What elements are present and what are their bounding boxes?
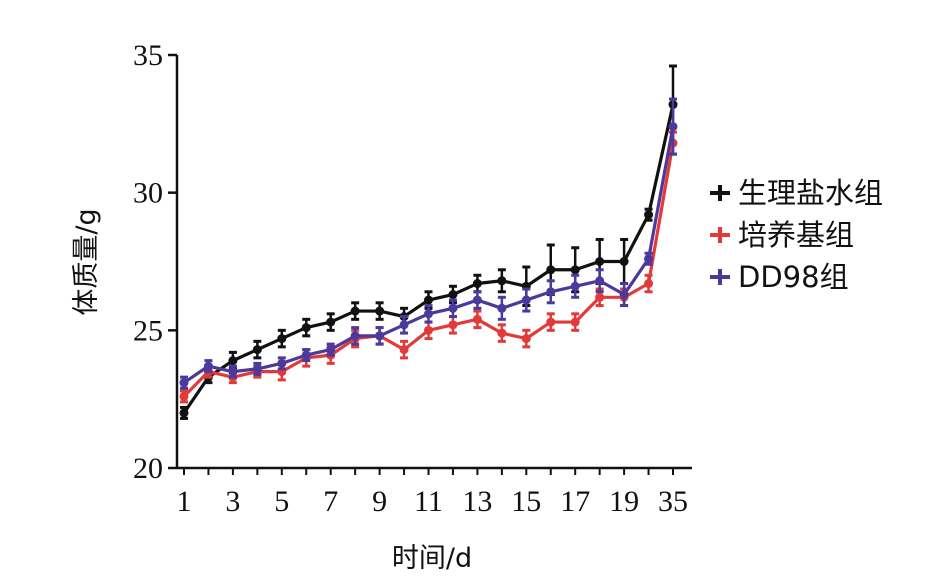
data-point <box>521 334 531 344</box>
x-tick-label: 17 <box>560 485 590 518</box>
data-point <box>570 265 580 275</box>
data-point <box>228 356 238 366</box>
x-tick-label: 9 <box>372 485 387 518</box>
data-point <box>252 345 262 355</box>
x-tick-label: 1 <box>177 485 192 518</box>
data-point <box>546 317 556 327</box>
data-point <box>350 331 360 341</box>
data-point <box>277 358 287 368</box>
data-point <box>472 295 482 305</box>
data-point <box>472 314 482 324</box>
data-point <box>350 306 360 316</box>
data-point <box>595 276 605 286</box>
data-point <box>472 279 482 289</box>
data-point <box>546 265 556 275</box>
series-1 <box>179 130 678 404</box>
data-point <box>326 317 336 327</box>
data-point <box>644 210 654 220</box>
x-tick-label: 11 <box>414 485 443 518</box>
series-0 <box>179 64 678 420</box>
data-point <box>375 331 385 341</box>
data-point <box>497 276 507 286</box>
data-point <box>644 279 654 289</box>
x-tick-label: 15 <box>511 485 541 518</box>
x-axis-title: 时间/d <box>392 543 472 574</box>
data-point <box>619 290 629 300</box>
x-tick-label: 35 <box>658 485 688 518</box>
data-point <box>375 306 385 316</box>
data-point <box>448 320 458 330</box>
data-point <box>521 295 531 305</box>
data-point <box>301 350 311 360</box>
x-tick-label: 19 <box>609 485 639 518</box>
legend-label: DD98组 <box>738 260 849 294</box>
data-point <box>448 290 458 300</box>
data-point <box>619 257 629 266</box>
x-tick-label: 7 <box>323 485 338 518</box>
series-layer <box>179 64 678 420</box>
data-point <box>424 325 433 335</box>
legend-label: 生理盐水组 <box>738 176 883 210</box>
y-tick-label: 25 <box>133 314 163 347</box>
data-point <box>570 281 580 291</box>
data-point <box>497 303 507 313</box>
y-tick-label: 20 <box>133 452 163 485</box>
data-point <box>399 320 409 330</box>
data-point <box>179 408 189 418</box>
data-point <box>668 122 678 132</box>
y-ticks: 20 25 30 35 <box>133 39 177 485</box>
data-point <box>179 378 189 388</box>
data-point <box>644 254 654 264</box>
x-tick-label: 5 <box>274 485 289 518</box>
x-tick-label: 13 <box>462 485 492 518</box>
data-point <box>203 361 213 371</box>
data-point <box>252 364 262 374</box>
data-point <box>448 303 458 313</box>
data-point <box>595 257 605 266</box>
y-tick-label: 30 <box>133 177 163 210</box>
data-point <box>228 367 238 377</box>
data-point <box>595 292 605 302</box>
data-point <box>570 317 580 327</box>
data-point <box>424 295 433 305</box>
data-point <box>301 323 311 333</box>
series-2 <box>179 97 678 390</box>
data-point <box>546 287 556 297</box>
legend-label: 培养基组 <box>738 218 854 252</box>
data-point <box>326 345 336 355</box>
y-tick-label: 35 <box>133 39 163 72</box>
y-axis-title: 体质量/g <box>71 208 102 315</box>
x-tick-label: 3 <box>225 485 240 518</box>
data-point <box>424 309 433 319</box>
data-point <box>399 345 409 355</box>
data-point <box>497 328 507 338</box>
axes <box>175 55 692 470</box>
x-ticks: 1 3 5 7 9 11 13 15 17 19 35 <box>177 468 688 518</box>
data-point <box>277 334 287 344</box>
data-point <box>179 391 189 401</box>
